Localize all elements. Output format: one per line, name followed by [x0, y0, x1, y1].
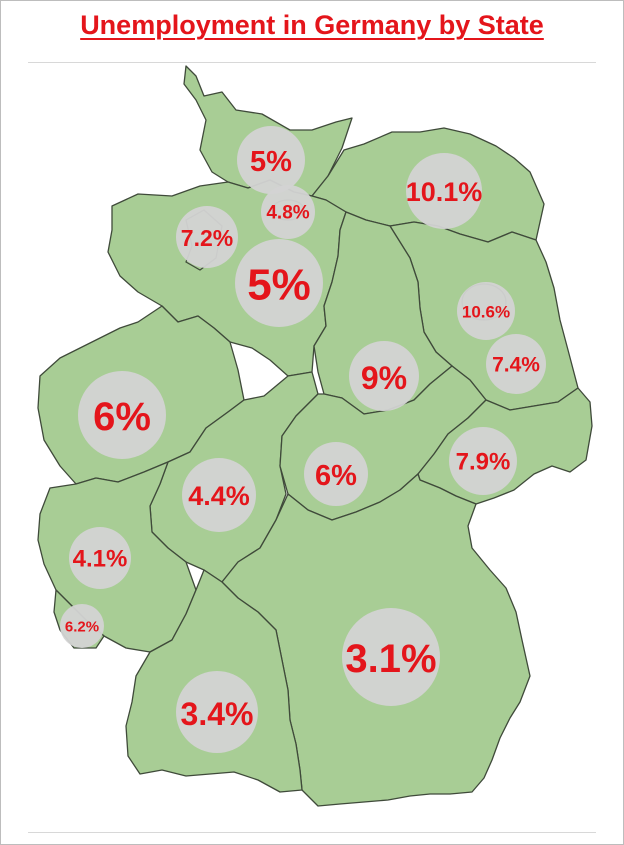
label-berlin: 10.6% — [457, 282, 515, 340]
rate-label: 3.4% — [181, 696, 254, 732]
label-lower-saxony: 5% — [235, 239, 323, 327]
label-saxony: 7.9% — [449, 427, 517, 495]
label-baden-wurttemberg: 3.4% — [176, 671, 258, 753]
label-thuringia: 6% — [304, 442, 368, 506]
rate-label: 4.1% — [73, 546, 128, 573]
label-rhineland-palatinate: 4.1% — [69, 527, 131, 589]
rate-label: 7.9% — [456, 449, 511, 476]
rate-label: 9% — [361, 360, 407, 396]
rate-label: 4.8% — [266, 203, 309, 224]
label-bremen: 7.2% — [176, 206, 238, 268]
rate-label: 10.6% — [462, 303, 510, 322]
rate-label: 5% — [247, 261, 311, 310]
label-bavaria: 3.1% — [342, 608, 440, 706]
rate-label: 6% — [315, 460, 357, 492]
rate-label: 4.4% — [188, 481, 250, 511]
top-divider — [28, 62, 596, 63]
label-saxony-anhalt: 9% — [349, 341, 419, 411]
label-brandenburg: 7.4% — [486, 334, 546, 394]
rate-label: 7.2% — [181, 225, 233, 251]
rate-label: 5% — [250, 146, 292, 178]
rate-label: 3.1% — [345, 637, 436, 681]
label-north-rhine-westphalia: 6% — [78, 371, 166, 459]
label-saarland: 6.2% — [60, 604, 104, 648]
label-hamburg: 4.8% — [261, 185, 315, 239]
page-title: Unemployment in Germany by State — [80, 10, 544, 40]
rate-label: 6% — [93, 395, 151, 439]
rate-label: 7.4% — [492, 354, 540, 377]
label-schleswig-holstein: 5% — [237, 126, 305, 194]
rate-label: 10.1% — [406, 177, 483, 207]
label-mecklenburg-vorpommern: 10.1% — [406, 153, 483, 229]
label-hesse: 4.4% — [182, 458, 256, 532]
bottom-divider — [28, 832, 596, 833]
rate-label: 6.2% — [65, 619, 99, 636]
